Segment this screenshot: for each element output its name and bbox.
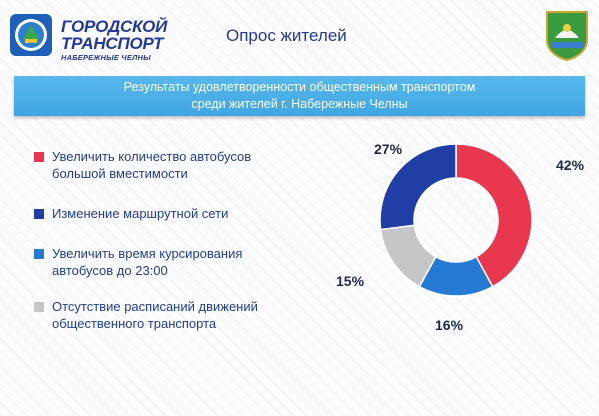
legend-marker — [34, 152, 44, 162]
logo-line-3: НАБЕРЕЖНЫЕ ЧЕЛНЫ — [61, 53, 151, 62]
slice-label-large-buses: 42% — [556, 157, 585, 173]
legend-label-line-1: Изменение маршрутной сети — [52, 206, 229, 221]
banner-line-1: Результаты удовлетворенности общественны… — [123, 80, 476, 94]
donut-slice-large-buses — [455, 143, 533, 288]
legend-marker — [34, 249, 44, 259]
logo-line-1: ГОРОДСКОЙ — [61, 17, 168, 36]
legend-marker — [34, 209, 44, 219]
slice-label-no-schedules: 15% — [336, 273, 365, 289]
legend-label-line-1: Отсутствие расписаний движений — [52, 299, 258, 314]
legend-label: Увеличить время курсирования автобусов д… — [52, 245, 242, 279]
legend-label-line-2: большой вместимости — [52, 166, 188, 181]
legend-label-line-2: общественного транспорта — [52, 316, 217, 331]
results-banner: Результаты удовлетворенности общественны… — [14, 76, 585, 116]
banner-line-2: среди жителей г. Набережные Челны — [191, 97, 408, 111]
coat-of-arms-icon — [546, 11, 588, 62]
logo-line-2: ТРАНСПОРТ — [61, 34, 164, 53]
legend-label: Отсутствие расписаний движений обществен… — [52, 298, 258, 332]
legend-label-line-1: Увеличить количество автобусов — [52, 149, 252, 164]
legend-marker — [34, 302, 44, 312]
legend-label: Изменение маршрутной сети — [52, 205, 228, 222]
city-transport-logo: ГОРОДСКОЙ ТРАНСПОРТ НАБЕРЕЖНЫЕ ЧЕЛНЫ — [8, 12, 168, 62]
donut-chart: 42% 16% 15% 27% — [336, 141, 585, 333]
legend-label-line-1: Увеличить время курсирования — [52, 246, 243, 261]
transport-emblem-icon — [10, 14, 52, 56]
donut-slice-route-network — [379, 143, 457, 231]
slice-label-route-network: 27% — [374, 141, 403, 157]
page-title: Опрос жителей — [226, 26, 347, 45]
slice-label-extend-hours: 16% — [435, 317, 464, 333]
legend-label-line-2: автобусов до 23:00 — [52, 263, 168, 278]
legend-label: Увеличить количество автобусов большой в… — [52, 148, 251, 182]
